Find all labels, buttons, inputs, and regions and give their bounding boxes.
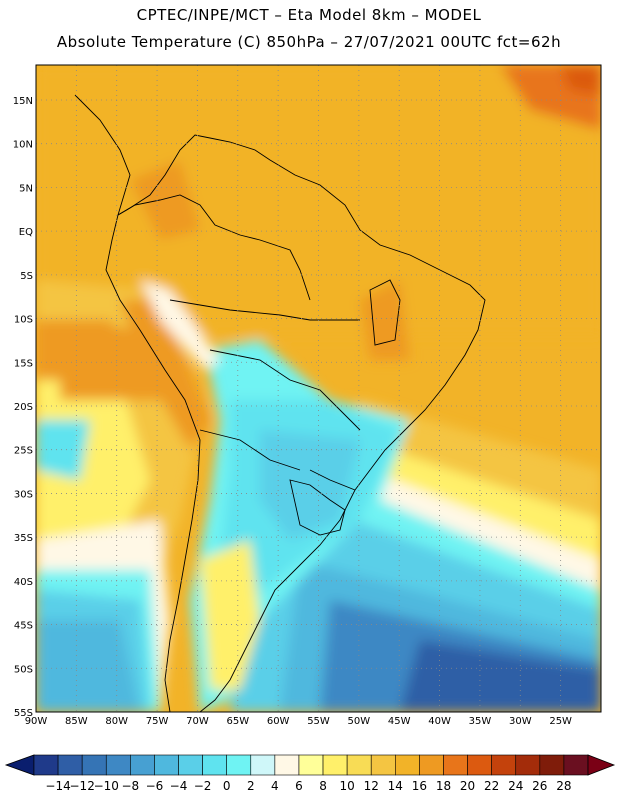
- lon-tick-label: 25W: [549, 716, 572, 727]
- lat-tick-label: 30S: [14, 489, 33, 500]
- temperature-field: [36, 65, 601, 712]
- lon-tick-label: 80W: [105, 716, 128, 727]
- lon-tick-label: 50W: [348, 716, 371, 727]
- colorbar-tick-label: 8: [319, 779, 327, 793]
- colorbar-tick-label: −10: [94, 779, 119, 793]
- colorbar-tick-label: 18: [436, 779, 451, 793]
- lon-tick-label: 40W: [428, 716, 451, 727]
- lon-tick-label: 55W: [307, 716, 330, 727]
- colorbar-tick-label: 10: [339, 779, 354, 793]
- colorbar-tick-label: 14: [388, 779, 403, 793]
- lon-tick-label: 45W: [388, 716, 411, 727]
- colorbar-tick-label: 24: [508, 779, 523, 793]
- colorbar-bin: [274, 754, 300, 776]
- lat-tick-label: 15S: [14, 358, 33, 369]
- colorbar-over-arrow: [587, 754, 616, 776]
- colorbar-tick-label: 0: [223, 779, 231, 793]
- colorbar-tick-label: 2: [247, 779, 255, 793]
- colorbar-bin: [443, 754, 468, 776]
- colorbar-bin: [298, 754, 324, 776]
- colorbar-bin: [539, 754, 565, 776]
- colorbar-tick-label: −2: [194, 779, 212, 793]
- colorbar-tick-label: 6: [295, 779, 303, 793]
- colorbar-tick-label: 20: [460, 779, 475, 793]
- chart-title-line2: Absolute Temperature (C) 850hPa – 27/07/…: [56, 33, 562, 51]
- lon-tick-label: 85W: [65, 716, 88, 727]
- colorbar-bin: [491, 754, 517, 776]
- lat-tick-label: 15N: [13, 96, 33, 107]
- colorbar-tick-label: −12: [70, 779, 95, 793]
- colorbar-tick-label: 22: [484, 779, 499, 793]
- longitude-tick-labels: 90W 85W 80W 75W 70W 65W 60W 55W 50W 45W 40W 35W 30W 2…: [25, 716, 572, 727]
- colorbar-bin: [130, 754, 155, 776]
- lat-tick-label: 10N: [13, 140, 33, 151]
- colorbar-bin: [250, 754, 276, 776]
- colorbar-bin: [346, 754, 372, 776]
- colorbar-tick-label: 26: [532, 779, 547, 793]
- colorbar-bin: [226, 754, 252, 776]
- lat-tick-label: 40S: [14, 577, 33, 588]
- colorbar-bin: [395, 754, 420, 776]
- map-frame: [35, 64, 602, 713]
- colorbar-labels: −14−12−10 −8 −6 −4 −2 0 2 4 6 8 10 12 14 16 18 20 22 24 26…: [45, 779, 571, 793]
- lon-tick-label: 75W: [146, 716, 169, 727]
- colorbar-bin: [154, 754, 179, 776]
- colorbar-bin: [202, 754, 227, 776]
- colorbar: [4, 754, 616, 776]
- colorbar-tick-label: −6: [146, 779, 164, 793]
- colorbar-bin: [322, 754, 348, 776]
- chart-title-line1: CPTEC/INPE/MCT – Eta Model 8km – MODEL: [136, 6, 482, 24]
- lat-tick-label: 50S: [14, 664, 33, 675]
- colorbar-bin: [515, 754, 541, 776]
- lat-tick-label: 5N: [19, 183, 33, 194]
- coastline-layer: [74, 94, 486, 712]
- colorbar-bin: [33, 754, 59, 776]
- lat-tick-label: 45S: [14, 621, 33, 632]
- lat-tick-label: EQ: [19, 227, 33, 238]
- lat-tick-label: 35S: [14, 533, 33, 544]
- latitude-tick-labels: 15N 10N 5N EQ 5S 10S 15S 20S 25S 30S 35S 40S 45S 50S 5…: [13, 96, 33, 719]
- colorbar-bin: [563, 754, 589, 776]
- lon-tick-label: 70W: [186, 716, 209, 727]
- colorbar-bin: [419, 754, 444, 776]
- colorbar-tick-label: 16: [412, 779, 427, 793]
- colorbar-tick-label: −8: [121, 779, 139, 793]
- graticule: [36, 65, 601, 712]
- lon-tick-label: 35W: [469, 716, 492, 727]
- colorbar-bin: [57, 754, 83, 776]
- colorbar-bin: [467, 754, 492, 776]
- lat-tick-label: 5S: [20, 271, 33, 282]
- colorbar-tick-label: −14: [45, 779, 70, 793]
- colorbar-tick-label: 4: [271, 779, 279, 793]
- lon-tick-label: 65W: [226, 716, 249, 727]
- colorbar-under-arrow: [4, 754, 35, 776]
- lon-tick-label: 90W: [25, 716, 48, 727]
- colorbar-tick-label: 28: [556, 779, 571, 793]
- lon-tick-label: 30W: [509, 716, 532, 727]
- colorbar-bin: [105, 754, 131, 776]
- colorbar-tick-label: −4: [170, 779, 188, 793]
- lat-tick-label: 55S: [14, 708, 33, 719]
- colorbar-bin: [178, 754, 203, 776]
- lat-tick-label: 25S: [14, 446, 33, 457]
- colorbar-bin: [81, 754, 107, 776]
- lon-tick-label: 60W: [267, 716, 290, 727]
- lat-tick-label: 10S: [14, 315, 33, 326]
- colorbar-bin: [370, 754, 396, 776]
- colorbar-tick-label: 12: [364, 779, 379, 793]
- lat-tick-label: 20S: [14, 402, 33, 413]
